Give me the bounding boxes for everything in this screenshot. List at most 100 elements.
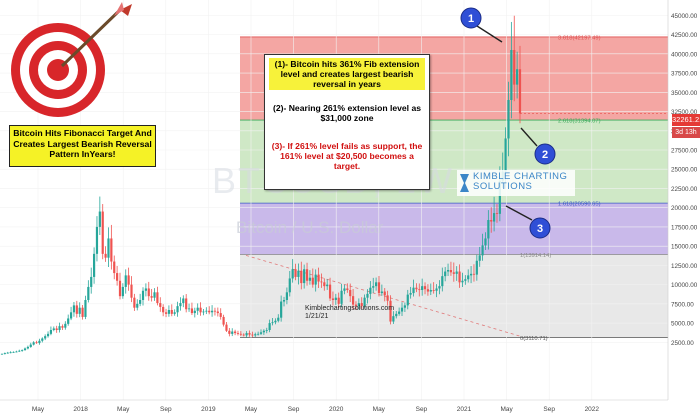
y-tick-label: 20000.00	[671, 205, 698, 212]
candle-body	[35, 342, 38, 344]
annotation-note-3: (3)- If 261% level fails as support, the…	[271, 141, 423, 171]
candle-body	[487, 220, 490, 239]
candle-body	[449, 270, 453, 273]
y-tick-label: 15000.00	[671, 244, 698, 251]
candle-body	[323, 282, 326, 287]
candle-body	[90, 276, 93, 287]
candle-body	[242, 334, 245, 336]
candle-body	[162, 306, 165, 313]
candle-body	[187, 308, 191, 310]
candle-body	[415, 287, 418, 290]
candle-body	[9, 352, 12, 354]
candle-body	[101, 211, 104, 254]
candle-body	[331, 298, 335, 300]
kimble-logo-text: KIMBLE CHARTING SOLUTIONS	[473, 171, 568, 192]
candle-body	[222, 316, 225, 325]
candle-body	[469, 273, 473, 276]
candle-body	[139, 300, 142, 304]
candle-body	[291, 269, 294, 279]
candle-body	[498, 180, 501, 214]
candle-body	[265, 330, 268, 331]
kimble-logo	[457, 170, 575, 196]
marker-circle	[529, 217, 551, 239]
candle-body	[110, 238, 113, 262]
candle-body	[484, 238, 487, 246]
x-tick-label: May	[500, 406, 513, 413]
candle-body	[418, 289, 421, 291]
fib-level-label: 1.618(20590.65)	[558, 202, 601, 208]
candle-body	[193, 310, 196, 314]
candle-body	[481, 245, 484, 256]
candle-body	[504, 138, 507, 172]
y-tick-label: 12500.00	[671, 263, 698, 270]
candle-body	[513, 50, 516, 85]
candle-body	[441, 276, 444, 287]
candle-body	[372, 286, 375, 288]
x-tick-label: May	[117, 406, 130, 413]
candle-body	[150, 296, 153, 298]
fib-level-label: 0(3110.71)	[520, 336, 548, 342]
candle-body	[12, 351, 15, 353]
candle-body	[280, 301, 283, 318]
candle-body	[239, 333, 242, 335]
candle-body	[61, 326, 64, 328]
fib-level-label: 2.618(31394.07)	[558, 119, 601, 125]
candle-body	[409, 293, 412, 295]
y-tick-label: 7500.00	[671, 301, 694, 308]
callout-markers: 1 2 3	[460, 7, 556, 239]
x-tick-label: 2020	[329, 406, 344, 413]
candle-body	[274, 320, 277, 323]
time-to-close-tag: 3d 13h	[672, 127, 700, 138]
candle-body	[116, 273, 119, 281]
candle-body	[153, 292, 156, 298]
candle-body	[510, 50, 513, 100]
candle-body	[78, 307, 81, 314]
candle-body	[196, 307, 199, 311]
x-tick-label: 2019	[201, 406, 216, 413]
x-tick-label: 2018	[73, 406, 88, 413]
candle-body	[87, 286, 90, 300]
x-tick-label: Sep	[543, 406, 555, 413]
candle-body	[444, 271, 447, 277]
candle-body	[52, 328, 55, 330]
candle-body	[493, 213, 496, 222]
candle-body	[317, 274, 320, 282]
candle-body	[205, 310, 208, 312]
candle-body	[340, 290, 343, 304]
candle-body	[6, 352, 9, 354]
candle-body	[98, 211, 101, 227]
candle-body	[435, 288, 438, 291]
candle-body	[49, 330, 53, 334]
fib-level-label: 1(13914.14)	[520, 253, 551, 259]
marker-arrow	[505, 205, 533, 221]
subtitle-watermark: Bitcoin / U.S. Dollar	[236, 218, 384, 237]
candle-body	[383, 291, 386, 296]
candle-body	[179, 303, 182, 307]
x-tick-label: Sep	[288, 406, 300, 413]
candle-body	[334, 297, 337, 300]
candle-body	[136, 303, 139, 308]
candle-body	[41, 338, 44, 341]
marker-number: 1	[468, 13, 474, 25]
y-tick-label: 10000.00	[671, 282, 698, 289]
candle-body	[0, 353, 4, 355]
candle-body	[58, 326, 61, 330]
fib-labels: 3.618(42197.49) 2.618(31394.07) 1.618(2059…	[520, 35, 668, 342]
candle-body	[507, 100, 510, 139]
candle-body	[326, 284, 329, 287]
candle-body	[254, 334, 257, 336]
candle-body	[446, 270, 450, 272]
candle-body	[363, 297, 366, 307]
candle-body	[297, 270, 300, 277]
candle-body	[92, 253, 96, 277]
candle-body	[478, 255, 481, 261]
candle-body	[67, 318, 70, 324]
target-icon	[11, 2, 132, 117]
annotation-note-2: (2)- Nearing 261% extension level as $31…	[272, 103, 422, 123]
candle-body	[159, 303, 162, 307]
x-tick-label: May	[373, 406, 386, 413]
candle-body	[432, 290, 435, 291]
candle-body	[490, 220, 493, 222]
candle-body	[351, 296, 355, 305]
candle-body	[225, 324, 228, 331]
